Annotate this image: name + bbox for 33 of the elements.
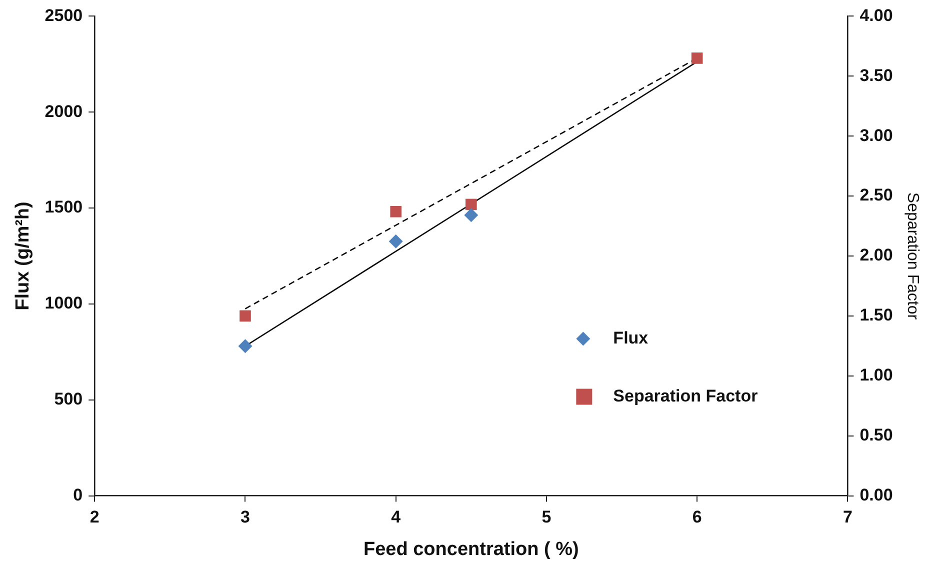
y2-tick-label: 0.00 xyxy=(860,485,893,504)
y-tick-label: 1500 xyxy=(44,198,83,217)
y-tick-label: 500 xyxy=(54,390,83,409)
legend-label: Separation Factor xyxy=(613,386,758,406)
x-axis-title: Feed concentration ( %) xyxy=(363,538,579,560)
y-tick-label: 2000 xyxy=(44,102,83,121)
y2-tick-label: 1.50 xyxy=(860,306,893,325)
x-tick-label: 6 xyxy=(692,508,702,527)
point xyxy=(390,206,402,218)
y2-tick-label: 1.00 xyxy=(860,366,893,385)
y-tick-label: 1000 xyxy=(44,294,83,313)
x-tick-label: 2 xyxy=(90,508,100,527)
point xyxy=(240,310,251,322)
y2-tick-label: 2.00 xyxy=(860,246,893,265)
y2-tick-label: 4.00 xyxy=(860,6,893,25)
y2-tick-label: 3.50 xyxy=(860,66,893,85)
x-tick-label: 4 xyxy=(391,508,402,527)
point xyxy=(388,234,403,248)
point xyxy=(238,339,252,354)
y-tick-label: 2500 xyxy=(44,6,83,25)
y2-tick-label: 0.50 xyxy=(860,426,893,445)
y2-axis-title: Separation Factor xyxy=(904,192,921,320)
point xyxy=(466,198,477,210)
x-tick-label: 5 xyxy=(542,508,552,527)
point xyxy=(691,52,703,64)
x-tick-label: 3 xyxy=(240,508,250,527)
y-axis-title: Flux (g/m²h) xyxy=(12,202,34,310)
y2-tick-label: 2.50 xyxy=(860,186,893,205)
x-tick-label: 7 xyxy=(842,508,852,527)
legend-label: Flux xyxy=(613,328,649,348)
y2-tick-label: 3.00 xyxy=(860,126,893,145)
point xyxy=(464,208,478,222)
y-tick-label: 0 xyxy=(73,485,83,504)
